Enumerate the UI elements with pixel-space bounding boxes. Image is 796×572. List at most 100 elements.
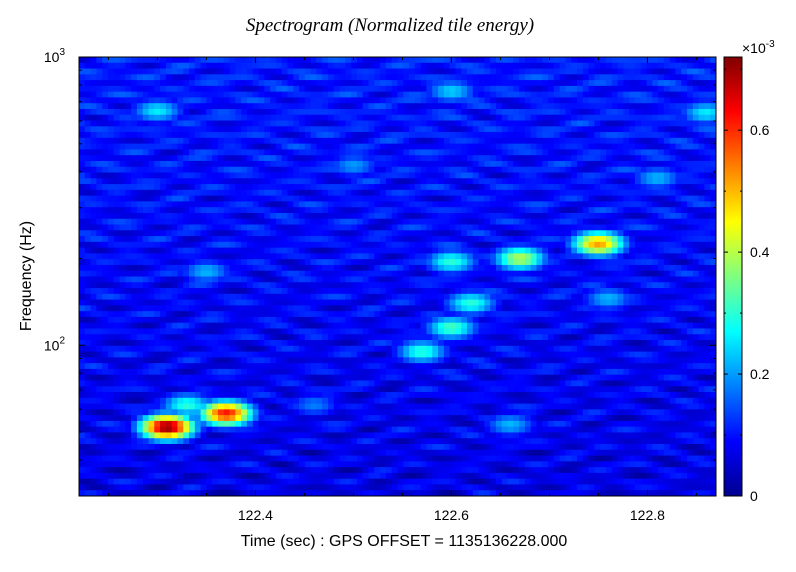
heatmap-cell [600,91,607,99]
heatmap-cell [356,114,364,122]
heatmap-cell [582,184,590,191]
heatmap-cell [466,207,474,214]
heatmap-cell [177,224,184,231]
heatmap-cell [293,143,300,151]
heatmap-cell [200,166,207,174]
heatmap-cell [646,57,653,64]
heatmap-cell [640,120,648,127]
heatmap-cell [652,270,659,278]
heatmap-cell [397,259,404,266]
heatmap-cell [414,62,422,70]
heatmap-cell [189,80,196,87]
heatmap-cell [426,230,433,237]
heatmap-cell [553,184,561,191]
heatmap-cell [698,253,706,260]
heatmap-cell [310,85,318,93]
heatmap-cell [403,259,410,266]
heatmap-cell [553,236,561,243]
heatmap-cell [669,207,677,214]
heatmap-cell [663,85,671,93]
heatmap-cell [125,74,132,81]
heatmap-cell [629,172,636,179]
heatmap-cell [212,316,219,324]
heatmap-cell [351,137,358,145]
heatmap-cell [507,264,514,272]
heatmap-cell [663,137,671,145]
heatmap-cell [553,311,561,318]
heatmap-cell [328,195,335,203]
heatmap-cell [629,282,636,289]
heatmap-cell [704,172,711,179]
heatmap-cell [368,126,375,133]
heatmap-cell [571,276,578,283]
heatmap-cell [79,57,86,64]
heatmap-cell [217,270,225,278]
heatmap-cell [391,172,399,179]
heatmap-cell [270,218,277,226]
heatmap-cell [223,224,231,231]
heatmap-cell [495,259,503,266]
heatmap-cell [235,74,242,81]
heatmap-cell [681,282,688,289]
heatmap-cell [200,218,207,226]
heatmap-cell [513,178,520,185]
heatmap-cell [84,293,92,301]
heatmap-cell [652,305,659,312]
heatmap-cell [385,143,393,151]
heatmap-cell [96,132,103,139]
heatmap-cell [79,212,86,220]
heatmap-cell [698,311,706,318]
heatmap-cell [380,212,387,220]
heatmap-cell [246,241,254,249]
heatmap-cell [136,143,144,151]
heatmap-cell [426,143,433,151]
heatmap-cell [484,184,491,191]
heatmap-cell [484,189,491,197]
heatmap-cell [455,184,462,191]
heatmap-cell [165,299,173,306]
heatmap-cell [490,282,497,289]
heatmap-cell [704,247,711,254]
heatmap-cell [455,132,462,139]
heatmap-cell [698,293,706,301]
heatmap-cell [397,74,404,81]
heatmap-cell [698,201,706,208]
heatmap-cell [362,305,370,312]
heatmap-cell [304,224,312,231]
heatmap-cell [200,207,207,214]
heatmap-cell [339,270,346,278]
heatmap-cell [490,293,497,301]
heatmap-cell [223,230,231,237]
heatmap-cell [559,68,567,75]
heatmap-cell [102,178,109,185]
heatmap-cell [675,241,682,249]
heatmap-cell [322,241,329,249]
heatmap-cell [391,143,399,151]
heatmap-cell [287,311,294,318]
heatmap-cell [466,299,474,306]
heatmap-cell [275,259,283,266]
heatmap-cell [559,184,567,191]
heatmap-cell [420,236,428,243]
heatmap-cell [275,103,283,110]
heatmap-cell [461,195,468,203]
heatmap-cell [519,189,526,197]
heatmap-cell [368,85,375,93]
heatmap-cell [125,201,132,208]
heatmap-cell [640,305,648,312]
heatmap-cell [432,218,439,226]
heatmap-cell [90,282,97,289]
heatmap-cell [698,305,706,312]
heatmap-cell [675,299,682,306]
heatmap-cell [478,62,485,70]
heatmap-cell [333,212,341,220]
heatmap-cell [646,212,653,220]
heatmap-cell [125,276,132,283]
heatmap-cell [194,149,202,156]
heatmap-cell [611,201,619,208]
heatmap-cell [241,207,248,214]
heatmap-cell [217,276,225,283]
heatmap-cell [513,172,520,179]
heatmap-cell [652,155,659,162]
heatmap-cell [328,288,335,295]
